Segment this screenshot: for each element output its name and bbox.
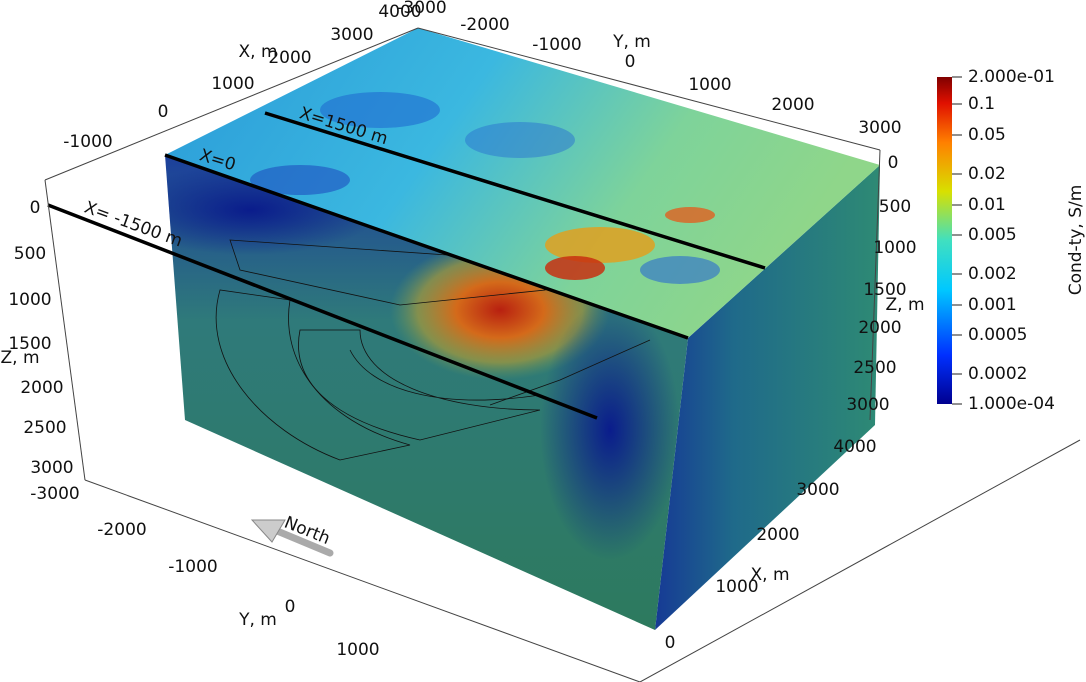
tick-label: -2000 [460, 15, 509, 35]
tick-label: 1000 [688, 75, 731, 95]
colorbar-label: 0.05 [968, 125, 1006, 145]
tick-label: 1000 [211, 74, 254, 94]
tick-label: -1000 [168, 557, 217, 577]
tick-label: 1500 [863, 280, 906, 300]
tick-label: -2000 [97, 520, 146, 540]
axis-label: Y, m [612, 32, 651, 52]
axis-label: Z, m [0, 348, 39, 368]
tick-label: 2000 [858, 318, 901, 338]
tick-label: 0 [625, 52, 636, 72]
colorbar-title: Cond-ty, S/m [1066, 185, 1086, 296]
tick-label: 2500 [23, 418, 66, 438]
tick-label: 1000 [336, 640, 379, 660]
tick-label: -3000 [30, 484, 79, 504]
axis-label: Y, m [238, 610, 277, 630]
right-face [655, 165, 880, 630]
tick-label: 0 [158, 102, 169, 122]
tick-label: -1000 [63, 132, 112, 152]
tick-label: 0 [285, 597, 296, 617]
tick-label: 4000 [833, 437, 876, 457]
tick-label: 0 [30, 198, 41, 218]
tick-label: 2000 [20, 378, 63, 398]
tick-label: 1000 [8, 290, 51, 310]
axis-label: X, m [750, 565, 789, 585]
north-arrow: North [250, 513, 334, 557]
colorbar-labels: 2.000e-01 0.1 0.05 0.02 0.01 0.005 0.002 0.001 0… [952, 67, 1055, 414]
tick-label: 4000 [378, 2, 421, 22]
colorbar-label: 0.01 [968, 195, 1006, 215]
tick-label: 500 [14, 244, 46, 264]
tick-label: 1000 [715, 577, 758, 597]
tick-label: 3000 [30, 458, 73, 478]
colorbar-label: 0.0002 [968, 364, 1027, 384]
axis-label: X, m [238, 42, 277, 62]
tick-label: 2000 [268, 48, 311, 68]
colorbar-label: 0.001 [968, 295, 1017, 315]
colorbar-label: 0.1 [968, 94, 995, 114]
tick-label: 2500 [853, 358, 896, 378]
colorbar-label: 1.000e-04 [968, 394, 1055, 414]
tick-label: -3000 [397, 0, 446, 18]
volume [47, 28, 880, 630]
tick-label: 2000 [756, 525, 799, 545]
axis-label: Z, m [885, 295, 924, 315]
tick-label: 0 [888, 153, 899, 173]
tick-label: 1000 [873, 238, 916, 258]
tick-label: 0 [665, 633, 676, 653]
tick-label: 3000 [796, 480, 839, 500]
tick-label: 1500 [8, 334, 51, 354]
colorbar [937, 77, 952, 404]
tick-label: 2000 [771, 95, 814, 115]
colorbar-label: 2.000e-01 [968, 67, 1055, 87]
colorbar-label: 0.005 [968, 225, 1017, 245]
colorbar-label: 0.02 [968, 164, 1006, 184]
tick-label: -1000 [532, 35, 581, 55]
profile-lines [47, 111, 766, 420]
colorbar-label: 0.002 [968, 264, 1017, 284]
tick-label: 3000 [846, 395, 889, 415]
tick-label: 500 [879, 197, 911, 217]
axis-lines [44, 27, 1081, 682]
colorbar-label: 0.0005 [968, 325, 1027, 345]
tick-label: 3000 [858, 118, 901, 138]
tick-label: 3000 [330, 25, 373, 45]
